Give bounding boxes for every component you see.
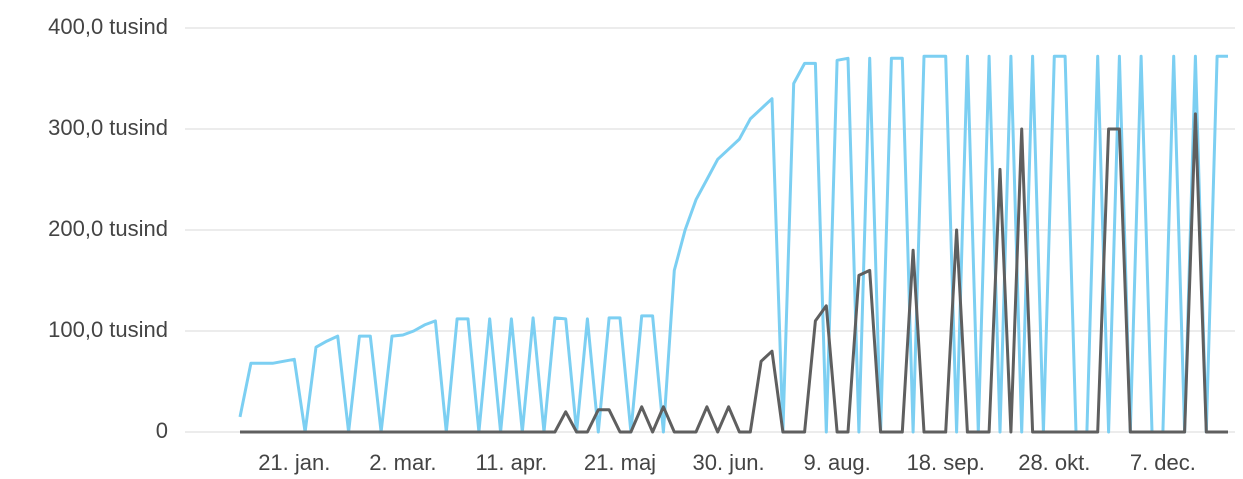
y-tick-label: 0 xyxy=(156,418,168,443)
series-line xyxy=(238,54,1228,434)
x-tick-label: 11. apr. xyxy=(476,450,548,475)
x-tick-label: 30. jun. xyxy=(692,450,764,475)
x-tick-label: 7. dec. xyxy=(1130,450,1196,475)
x-tick-label: 18. sep. xyxy=(907,450,985,475)
y-tick-label: 300,0 tusind xyxy=(48,115,168,140)
y-tick-label: 400,0 tusind xyxy=(48,14,168,39)
y-tick-label: 200,0 tusind xyxy=(48,216,168,241)
x-tick-label: 9. aug. xyxy=(804,450,871,475)
x-tick-label: 2. mar. xyxy=(369,450,436,475)
x-tick-label: 28. okt. xyxy=(1018,450,1090,475)
x-tick-label: 21. jan. xyxy=(258,450,330,475)
x-tick-label: 21. maj xyxy=(584,450,656,475)
series-line xyxy=(240,112,1228,434)
y-tick-label: 100,0 tusind xyxy=(48,317,168,342)
